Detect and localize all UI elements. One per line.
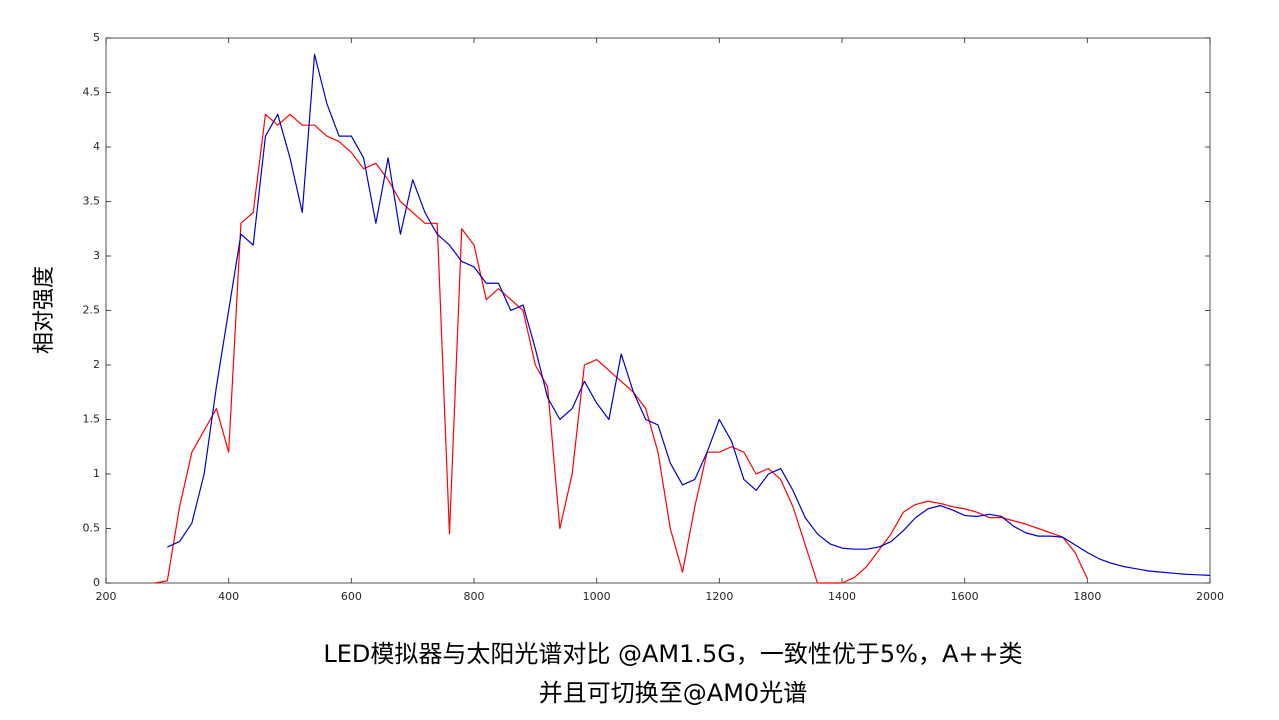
- y-tick-label: 2: [93, 358, 100, 371]
- y-tick-label: 3: [93, 249, 100, 262]
- x-tick-label: 600: [341, 590, 362, 603]
- x-tick-label: 1800: [1073, 590, 1101, 603]
- x-tick-label: 200: [96, 590, 117, 603]
- y-tick-label: 4: [93, 140, 100, 153]
- series-line: [154, 113, 1088, 584]
- y-tick-label: 5: [93, 31, 100, 44]
- x-tick-label: 1000: [583, 590, 611, 603]
- series-line: [167, 53, 1211, 576]
- x-tick-label: 400: [218, 590, 239, 603]
- y-tick-label: 0.5: [83, 522, 101, 535]
- chart-title: LED模拟器与太阳光谱对比 @AM1.5G，一致性优于5%，A++类: [323, 640, 1022, 668]
- x-tick-label: 1400: [828, 590, 856, 603]
- plot-area: [105, 37, 1211, 584]
- x-tick-label: 800: [464, 590, 485, 603]
- x-tick-label: 1600: [951, 590, 979, 603]
- y-tick-label: 1.5: [83, 413, 101, 426]
- y-tick-label: 1: [93, 467, 100, 480]
- y-tick-label: 4.5: [83, 86, 101, 99]
- y-tick-label: 2.5: [83, 304, 101, 317]
- x-tick-label: 2000: [1196, 590, 1224, 603]
- chart-subtitle: 并且可切换至@AM0光谱: [539, 679, 807, 707]
- y-tick-label: 3.5: [83, 195, 101, 208]
- y-tick-label: 0: [93, 576, 100, 589]
- y-axis-label: 相对强度: [32, 266, 57, 354]
- x-tick-label: 1200: [705, 590, 733, 603]
